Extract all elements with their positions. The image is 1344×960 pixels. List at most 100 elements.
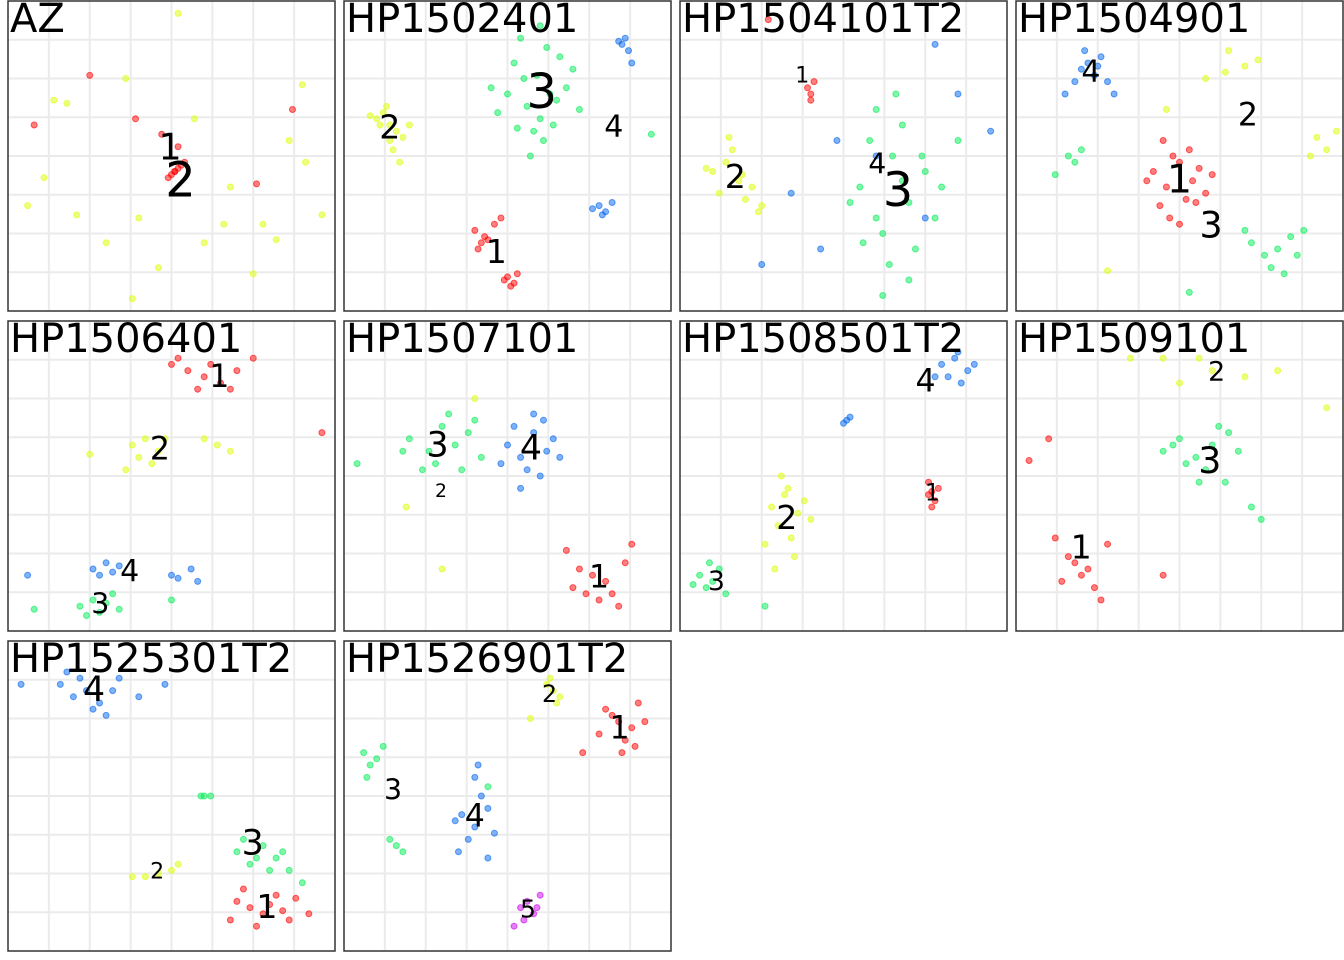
- point: [30, 121, 38, 129]
- point: [504, 90, 511, 98]
- point: [1323, 146, 1331, 154]
- point: [898, 177, 906, 185]
- point: [109, 568, 117, 576]
- point: [866, 137, 874, 144]
- point: [804, 84, 812, 92]
- point: [602, 705, 610, 713]
- point: [298, 879, 306, 887]
- cluster-label: 3: [427, 425, 449, 465]
- point: [921, 168, 929, 175]
- point: [484, 236, 492, 244]
- point: [239, 835, 247, 843]
- point: [373, 755, 381, 763]
- point: [944, 373, 952, 381]
- point: [925, 491, 933, 499]
- panel-border: [679, 320, 1008, 632]
- point: [50, 96, 58, 104]
- point: [405, 435, 413, 443]
- point: [533, 71, 541, 79]
- point: [24, 571, 32, 579]
- point: [931, 40, 939, 48]
- point: [582, 590, 590, 598]
- point: [477, 792, 485, 800]
- point: [510, 422, 518, 430]
- point: [530, 429, 538, 437]
- point: [168, 866, 175, 874]
- point: [1071, 78, 1079, 86]
- cluster-label: 3: [242, 824, 264, 864]
- point: [438, 565, 446, 573]
- point: [938, 360, 946, 368]
- point: [1162, 183, 1170, 191]
- point: [285, 866, 293, 874]
- point: [1104, 78, 1112, 86]
- point: [539, 137, 547, 144]
- point: [1104, 267, 1112, 275]
- point: [562, 84, 570, 92]
- cluster-label: 3: [883, 163, 913, 218]
- point: [253, 922, 261, 930]
- cluster-label: 1: [1071, 528, 1092, 567]
- point: [784, 484, 792, 492]
- point: [523, 466, 531, 474]
- point: [872, 214, 880, 222]
- point: [200, 435, 208, 443]
- point: [1159, 137, 1167, 144]
- point: [523, 897, 531, 905]
- point: [1045, 435, 1053, 443]
- point: [807, 90, 815, 98]
- point: [1306, 152, 1314, 160]
- point: [500, 276, 508, 284]
- point: [399, 133, 407, 141]
- point: [1247, 239, 1255, 247]
- cluster-label: 1: [589, 560, 609, 596]
- point: [543, 680, 551, 688]
- point: [477, 239, 485, 247]
- point: [389, 146, 397, 154]
- point: [1149, 168, 1157, 175]
- point: [859, 239, 867, 247]
- point: [787, 189, 795, 197]
- point: [1221, 68, 1229, 76]
- point: [181, 158, 189, 166]
- point: [226, 183, 234, 191]
- point: [484, 854, 492, 862]
- panel-border: [343, 320, 672, 632]
- cluster-label: 4: [465, 798, 485, 834]
- point: [872, 106, 880, 113]
- point: [471, 226, 479, 234]
- point: [621, 559, 629, 567]
- point: [451, 441, 459, 449]
- point: [259, 220, 267, 228]
- point: [1097, 53, 1105, 61]
- panel-border: [1015, 0, 1344, 312]
- point: [1225, 429, 1233, 437]
- point: [595, 730, 603, 738]
- point: [1254, 56, 1262, 64]
- point: [1110, 90, 1118, 98]
- point: [758, 261, 766, 268]
- point: [128, 441, 136, 449]
- point: [1195, 164, 1203, 172]
- point: [122, 75, 130, 82]
- point: [598, 211, 606, 219]
- point: [1182, 195, 1190, 203]
- point: [154, 870, 162, 877]
- panel-border: [7, 320, 336, 632]
- point: [115, 562, 123, 570]
- point: [386, 137, 394, 144]
- point: [546, 90, 554, 98]
- point: [141, 873, 149, 881]
- point: [266, 901, 274, 908]
- point: [771, 565, 779, 573]
- panel: 1 2 34 HP1506401: [7, 316, 336, 632]
- point: [285, 137, 293, 144]
- point: [533, 904, 541, 912]
- point: [715, 189, 723, 197]
- point: [1084, 59, 1092, 67]
- point: [807, 96, 815, 104]
- point: [226, 385, 234, 393]
- point: [1182, 460, 1190, 468]
